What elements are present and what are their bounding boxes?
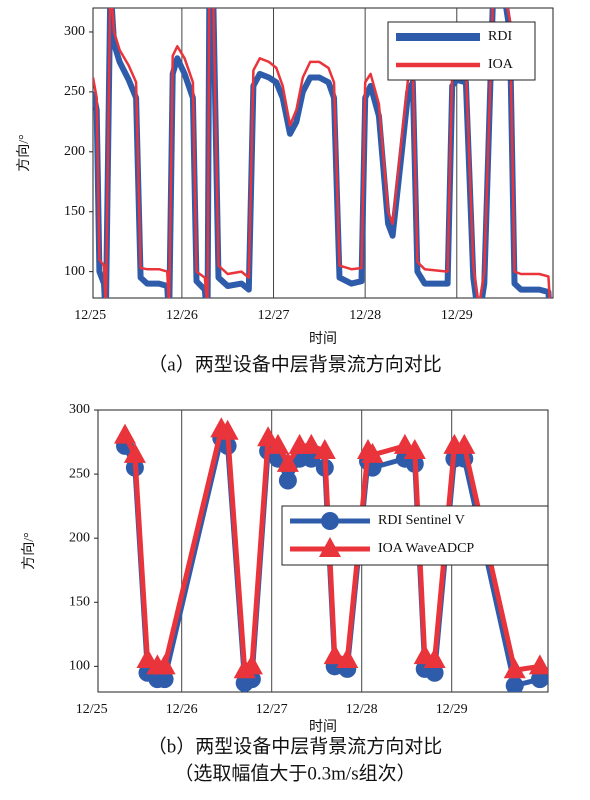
- x-tick-label: 12/27: [256, 702, 288, 717]
- marker: [323, 644, 346, 665]
- legend-label: RDI Sentinel V: [378, 513, 465, 528]
- marker: [361, 442, 384, 463]
- marker: [403, 439, 426, 460]
- y-tick-label: 250: [69, 466, 90, 481]
- caption: （a）两型设备中层背景流方向对比: [148, 353, 441, 375]
- marker: [240, 654, 263, 675]
- marker: [530, 670, 548, 689]
- legend-marker: [319, 537, 341, 557]
- caption: （b）两型设备中层背景流方向对比: [148, 735, 443, 757]
- marker: [425, 663, 444, 682]
- x-tick-label: 12/28: [349, 308, 381, 323]
- marker: [423, 647, 446, 668]
- x-tick-label: 12/26: [166, 702, 198, 717]
- y-tick-label: 300: [64, 24, 85, 39]
- marker: [505, 676, 524, 692]
- series-line: [93, 8, 552, 298]
- marker: [278, 471, 297, 490]
- y-tick-label: 200: [69, 530, 90, 545]
- marker: [155, 670, 174, 689]
- subcaption: （选取幅值大于0.3m/s组次）: [174, 762, 415, 784]
- plot: [114, 417, 548, 692]
- x-tick-label: 12/25: [74, 308, 106, 323]
- marker: [302, 449, 321, 468]
- marker: [528, 654, 548, 675]
- legend-label: RDI: [488, 29, 512, 44]
- y-tick-label: 100: [69, 659, 90, 674]
- y-axis-label: 方向/°: [16, 134, 32, 172]
- x-tick-label: 12/25: [76, 702, 108, 717]
- x-tick-label: 12/28: [346, 702, 378, 717]
- marker: [267, 433, 289, 454]
- legend-label: IOA WaveADCP: [378, 541, 474, 556]
- legend-box: [387, 21, 536, 81]
- plot-frame: [92, 7, 554, 299]
- marker: [153, 654, 176, 675]
- y-tick-label: 100: [64, 264, 85, 279]
- marker: [216, 419, 239, 440]
- x-axis-label: 时间: [309, 331, 337, 347]
- x-tick-label: 12/29: [441, 308, 473, 323]
- marker: [276, 451, 299, 472]
- marker: [453, 433, 476, 454]
- y-tick-label: 300: [69, 402, 90, 417]
- y-tick-label: 200: [64, 144, 85, 159]
- x-tick-label: 12/26: [166, 308, 198, 323]
- x-tick-label: 12/27: [258, 308, 290, 323]
- marker: [336, 647, 359, 668]
- legend-label: IOA: [488, 57, 514, 72]
- marker: [313, 439, 336, 460]
- y-tick-label: 150: [64, 204, 85, 219]
- marker: [503, 658, 526, 679]
- legend-marker: [321, 512, 339, 530]
- y-tick-label: 250: [64, 84, 85, 99]
- x-axis-label: 时间: [309, 719, 337, 735]
- marker: [114, 423, 136, 444]
- y-tick-label: 150: [69, 594, 90, 609]
- x-tick-label: 12/29: [436, 702, 468, 717]
- y-axis-label: 方向/°: [21, 532, 37, 570]
- marker: [123, 442, 146, 463]
- marker: [300, 433, 323, 454]
- marker: [257, 426, 280, 447]
